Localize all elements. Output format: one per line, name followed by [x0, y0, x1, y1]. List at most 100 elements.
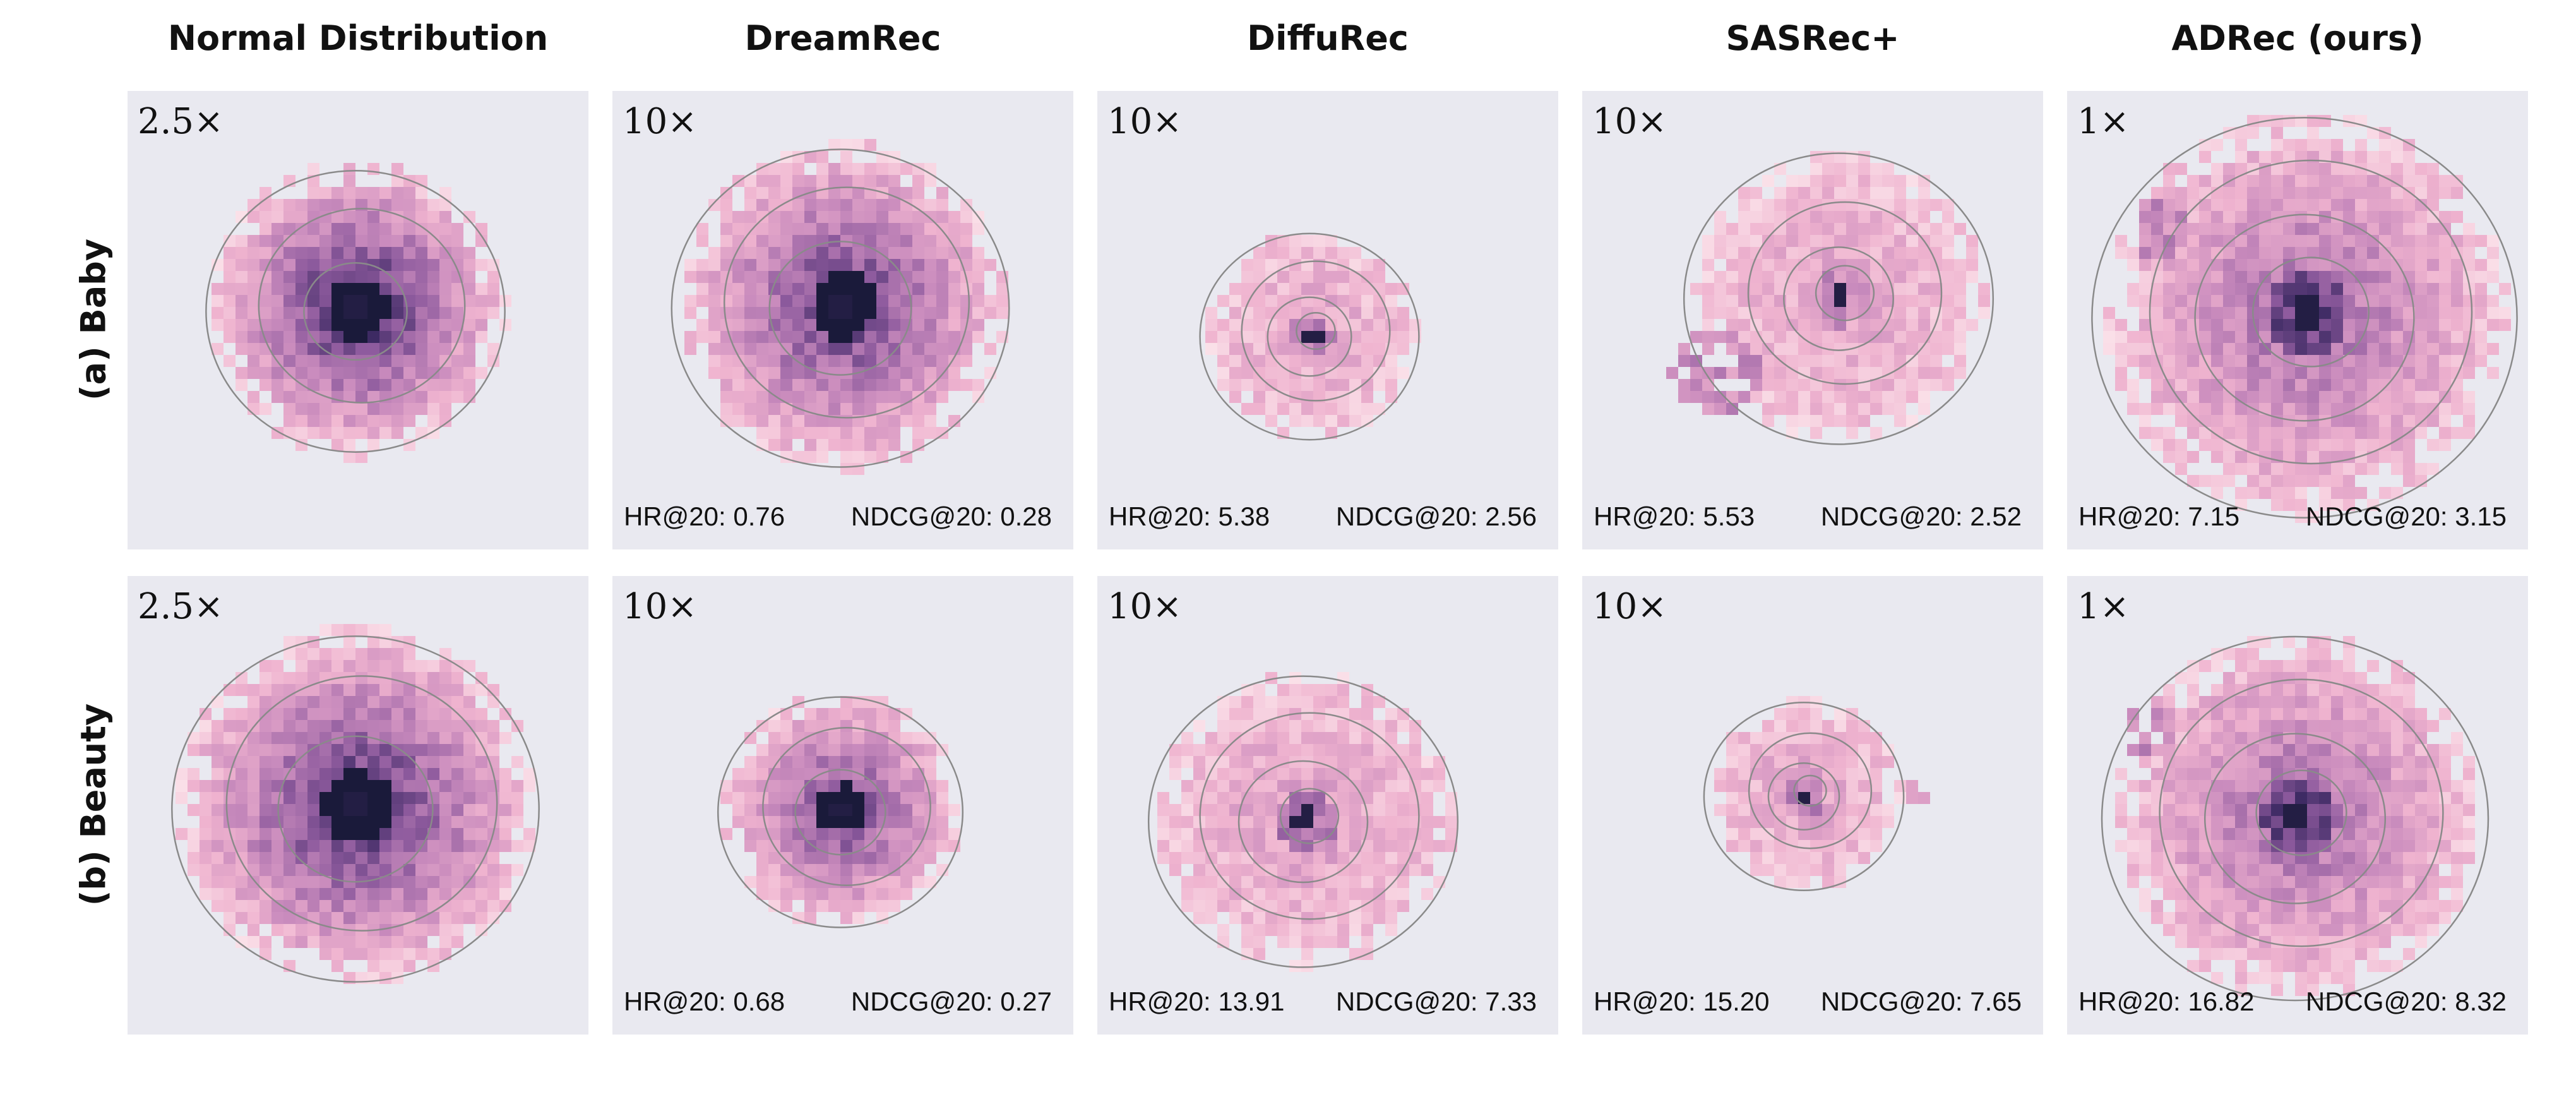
heatmap-cell	[1726, 840, 1738, 852]
heatmap-cell	[780, 756, 792, 768]
heatmap-cell	[780, 415, 792, 427]
heatmap-cell	[355, 684, 367, 696]
heatmap-cell	[1750, 732, 1762, 744]
heatmap-cell	[331, 840, 343, 852]
heatmap-cell	[319, 780, 331, 792]
heatmap-cell	[2151, 187, 2163, 199]
heatmap-cell	[2163, 732, 2175, 744]
heatmap-cell	[1918, 283, 1930, 295]
heatmap-cell	[1241, 708, 1253, 720]
heatmap-cell	[2439, 403, 2451, 415]
heatmap-cell	[499, 804, 511, 816]
heatmap-cell	[212, 888, 224, 900]
heatmap-cell	[2355, 391, 2367, 403]
heatmap-cell	[2271, 960, 2283, 972]
heatmap-cell	[188, 864, 200, 876]
heatmap-cell	[720, 792, 732, 804]
heatmap-cell	[768, 816, 780, 828]
heatmap-cell	[1690, 355, 1702, 367]
heatmap-cell	[2175, 852, 2187, 864]
heatmap-cell	[2127, 852, 2139, 864]
heatmap-cell	[924, 876, 936, 888]
heatmap-cell	[1229, 696, 1241, 708]
heatmap-cell	[1181, 756, 1193, 768]
heatmap-cell	[720, 199, 732, 211]
heatmap-plot	[205, 163, 511, 463]
heatmap-cell	[1229, 900, 1241, 912]
heatmap-cell	[439, 307, 451, 319]
heatmap-cell	[960, 235, 972, 247]
heatmap-cell	[1325, 367, 1337, 379]
heatmap-cell	[2391, 295, 2403, 307]
heatmap-cell	[2127, 295, 2139, 307]
heatmap-cell	[1337, 732, 1349, 744]
heatmap-cell	[259, 840, 271, 852]
heatmap-cell	[936, 792, 948, 804]
heatmap-cell	[2283, 427, 2295, 439]
heatmap-cell	[2475, 259, 2487, 271]
heatmap-cell	[427, 708, 439, 720]
heatmap-cell	[487, 744, 499, 756]
heatmap-cell	[1313, 235, 1325, 247]
heatmap-cell	[2391, 780, 2403, 792]
heatmap-cell	[1289, 379, 1301, 391]
heatmap-cell	[1253, 804, 1265, 816]
heatmap-cell	[2151, 379, 2163, 391]
heatmap-cell	[1349, 840, 1361, 852]
heatmap-cell	[1930, 199, 1942, 211]
heatmap-cell	[1714, 403, 1726, 415]
heatmap-cell	[1229, 888, 1241, 900]
heatmap-cell	[1337, 804, 1349, 816]
heatmap-cell	[792, 876, 804, 888]
heatmap-cell	[2259, 427, 2271, 439]
heatmap-cell	[1882, 259, 1894, 271]
heatmap-cell	[948, 355, 960, 367]
heatmap-cell	[451, 840, 463, 852]
heatmap-cell	[684, 271, 696, 283]
heatmap-cell	[319, 876, 331, 888]
heatmap-cell	[487, 816, 499, 828]
heatmap-cell	[283, 319, 295, 331]
heatmap-cell	[2379, 307, 2391, 319]
heatmap-cell	[415, 199, 427, 211]
heatmap-cell	[2163, 708, 2175, 720]
heatmap-cell	[391, 223, 403, 235]
heatmap-cell	[864, 732, 876, 744]
heatmap-cell	[1325, 816, 1337, 828]
ndcg-metric-label: NDCG@20: 2.56	[1335, 501, 1537, 531]
heatmap-cell	[247, 708, 259, 720]
heatmap-cell	[2211, 708, 2223, 720]
heatmap-cell	[2355, 888, 2367, 900]
heatmap-cell	[1253, 732, 1265, 744]
heatmap-cell	[403, 876, 415, 888]
heatmap-cell	[1846, 367, 1858, 379]
heatmap-cell	[2319, 163, 2331, 175]
heatmap-cell	[451, 684, 463, 696]
heatmap-cell	[1786, 331, 1798, 343]
heatmap-cell	[1918, 175, 1930, 187]
heatmap-cell	[1882, 307, 1894, 319]
heatmap-cell	[355, 379, 367, 391]
heatmap-cell	[1241, 319, 1253, 331]
heatmap-cell	[804, 744, 816, 756]
heatmap-cell	[2271, 463, 2283, 475]
heatmap-cell	[2415, 427, 2427, 439]
heatmap-cell	[2391, 343, 2403, 355]
heatmap-cell	[864, 439, 876, 451]
heatmap-cell	[391, 852, 403, 864]
heatmap-cell	[271, 768, 283, 780]
heatmap-cell	[2163, 355, 2175, 367]
heatmap-cell	[1361, 744, 1373, 756]
heatmap-cell	[2307, 391, 2319, 403]
heatmap-cell	[1930, 379, 1942, 391]
heatmap-cell	[1834, 391, 1846, 403]
heatmap-cell	[439, 948, 451, 960]
heatmap-cell	[852, 307, 864, 319]
heatmap-cell	[876, 768, 888, 780]
heatmap-cell	[804, 427, 816, 439]
heatmap-cell	[331, 624, 343, 636]
heatmap-cell	[403, 415, 415, 427]
heatmap-cell	[427, 331, 439, 343]
heatmap-cell	[900, 852, 912, 864]
heatmap-cell	[1337, 247, 1349, 259]
